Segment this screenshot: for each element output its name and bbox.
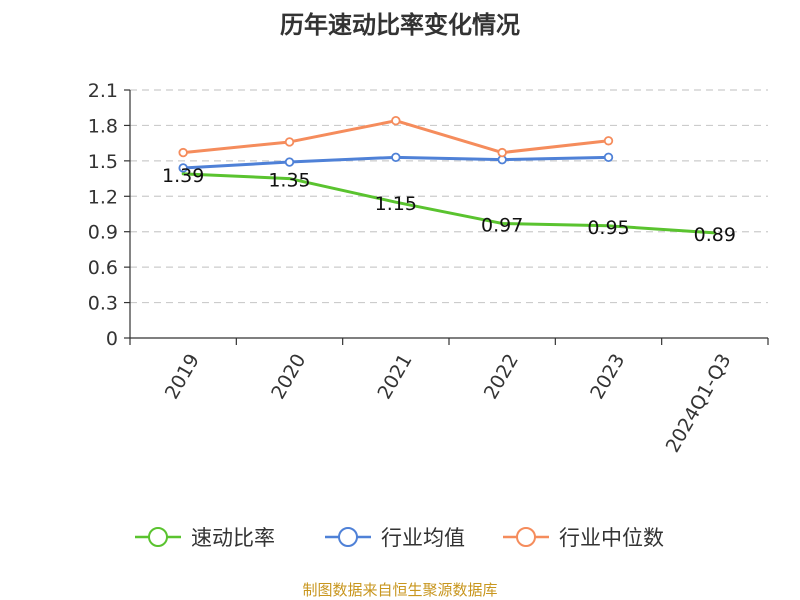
y-tick-label: 2.1 [88, 80, 118, 102]
y-tick-label: 1.8 [88, 115, 118, 137]
data-label: 0.95 [587, 217, 629, 239]
data-labels: 1.39 1.35 1.15 0.97 0.95 0.89 [162, 165, 736, 246]
series-point-1[interactable] [391, 152, 401, 163]
grid-lines [130, 89, 768, 304]
y-tick-label: 0.3 [88, 293, 118, 315]
legend-item-2[interactable]: 行业中位数 [503, 526, 664, 550]
x-tick-label: 2024Q1-Q3 [662, 350, 736, 456]
data-label: 1.15 [375, 193, 417, 215]
legend-item-0[interactable]: 速动比率 [135, 526, 275, 550]
data-label: 0.89 [694, 224, 736, 246]
series-layer [178, 116, 717, 235]
data-label: 1.39 [162, 165, 204, 187]
legend-label: 行业中位数 [559, 526, 664, 550]
y-tick-label: 1.2 [88, 186, 118, 208]
y-tick-label: 0.9 [88, 222, 118, 244]
legend-label: 行业均值 [381, 526, 465, 550]
data-label: 0.97 [481, 214, 523, 236]
series-point-2[interactable] [603, 136, 614, 146]
x-tick-label: 2022 [480, 350, 523, 403]
x-tick-label: 2020 [267, 350, 310, 403]
legend-marker-icon [516, 527, 536, 547]
legend-marker-icon [148, 527, 168, 547]
x-tick-label: 2023 [586, 350, 629, 403]
axes: 0 0.3 0.6 0.9 1.2 1.5 1.8 2.1 2019 2020 2021 2022 20… [88, 80, 769, 456]
legend-item-1[interactable]: 行业均值 [325, 526, 465, 550]
series-point-1[interactable] [284, 157, 295, 167]
series-point-2[interactable] [178, 147, 188, 158]
series-line-0 [181, 172, 717, 235]
x-tick-label: 2019 [161, 350, 204, 403]
x-tick-label: 2021 [373, 350, 416, 403]
series-point-2[interactable] [391, 116, 401, 126]
y-tick-label: 0 [106, 328, 118, 350]
chart-title: 历年速动比率变化情况 [280, 11, 520, 39]
y-tick-label: 1.5 [88, 151, 118, 173]
data-label: 1.35 [268, 170, 310, 192]
series-point-1[interactable] [178, 163, 188, 173]
legend-marker-icon [338, 527, 358, 547]
y-tick-label: 0.6 [88, 257, 118, 279]
series-point-2[interactable] [284, 137, 295, 147]
legend-label: 速动比率 [191, 526, 275, 550]
legend[interactable]: 速动比率 行业均值 行业中位数 [135, 526, 664, 550]
series-point-2[interactable] [497, 147, 507, 158]
series-point-1[interactable] [603, 152, 614, 163]
source-note: 制图数据来自恒生聚源数据库 [302, 581, 497, 599]
